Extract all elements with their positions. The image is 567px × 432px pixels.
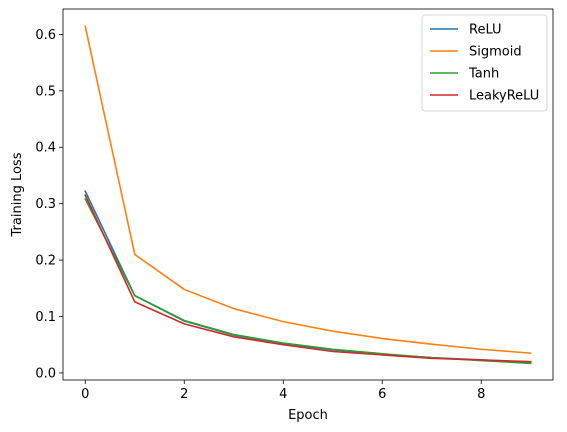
plot-lines	[84, 25, 532, 365]
x-tick-label: 4	[279, 387, 287, 402]
y-tick-label: 0.3	[35, 197, 56, 212]
y-tick-label: 0.4	[35, 141, 56, 156]
y-tick-label: 0.6	[35, 28, 56, 43]
series-line-tanh	[84, 198, 532, 365]
series-line-relu	[84, 190, 532, 364]
legend-label: LeakyReLU	[469, 89, 539, 104]
x-axis: 0 2 4 6 8	[81, 380, 485, 402]
plot-area-frame	[62, 8, 554, 381]
series-line-leakyrelu	[84, 194, 532, 363]
y-tick-label: 0.0	[35, 366, 56, 381]
y-axis: 0.0 0.1 0.2 0.3 0.4 0.5 0.6	[35, 28, 63, 381]
x-tick-label: 2	[180, 387, 188, 402]
y-tick-label: 0.2	[35, 254, 56, 269]
x-tick-label: 8	[477, 387, 485, 402]
legend-box	[421, 14, 548, 112]
series-line-sigmoid	[84, 25, 532, 355]
x-tick-label: 6	[378, 387, 386, 402]
x-tick-label: 0	[81, 387, 89, 402]
y-axis-label: Training Loss	[10, 152, 25, 237]
legend: ReLU Sigmoid Tanh LeakyReLU	[421, 14, 548, 112]
x-axis-label: Epoch	[288, 408, 328, 423]
y-tick-label: 0.5	[35, 84, 56, 99]
y-tick-label: 0.1	[35, 310, 56, 325]
legend-label: Sigmoid	[469, 45, 522, 60]
legend-label: ReLU	[469, 23, 502, 38]
legend-label: Tanh	[468, 67, 499, 82]
